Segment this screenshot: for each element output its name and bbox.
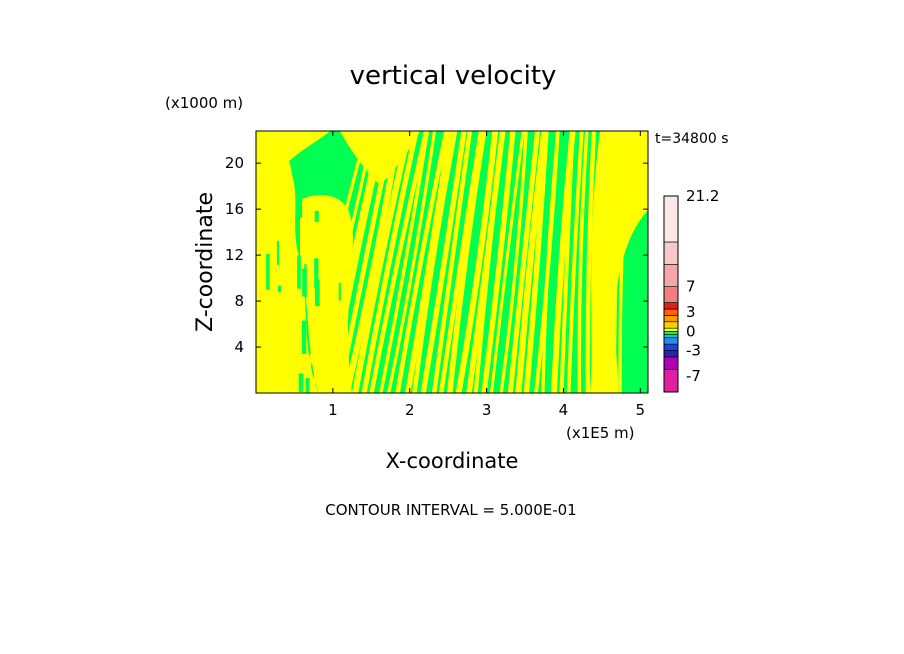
colorbar-band: [663, 334, 679, 339]
colorbar-frame: [663, 195, 679, 393]
colorbar-band: [663, 315, 679, 323]
updraft-stripe: [336, 131, 395, 393]
y-axis: 4 8 12 16 20: [225, 154, 648, 356]
updraft-stripe: [395, 131, 449, 393]
updraft-stripe: [507, 131, 541, 393]
colorbar-label: 7: [686, 278, 696, 296]
colorbar-label: 21.2: [686, 187, 719, 205]
downdraft-streak: [314, 210, 319, 222]
updraft-region: [590, 131, 648, 393]
colorbar-band: [663, 337, 679, 345]
updraft-stripe: [602, 131, 616, 393]
y-tick-label: 4: [234, 338, 244, 356]
colorbar-band: [663, 327, 679, 332]
x-unit-label: (x1E5 m): [566, 424, 635, 442]
updraft-stripe: [541, 131, 560, 393]
x-axis: 1 2 3 4 5: [328, 131, 645, 419]
updraft-stripe: [473, 131, 505, 393]
updraft-stripe: [361, 131, 419, 393]
x-tick-label: 1: [328, 401, 338, 419]
colorbar-band: [663, 308, 679, 316]
updraft-stripe: [327, 131, 387, 393]
colorbar-band: [663, 321, 679, 329]
updraft-stripe: [611, 131, 622, 393]
colorbar-band: [663, 286, 679, 303]
plot-frame: [255, 130, 649, 394]
downdraft-streak: [314, 258, 319, 288]
updraft-stripe: [566, 131, 584, 393]
updraft-stripe: [412, 131, 458, 393]
updraft-stripe: [593, 131, 605, 393]
updraft-stripe: [481, 131, 516, 393]
colorbar-band: [663, 241, 679, 265]
updraft-stripe: [301, 131, 368, 393]
downdraft-streak: [266, 253, 270, 290]
downdraft-streak: [305, 377, 310, 393]
updraft-stripe: [585, 131, 597, 393]
updraft-stripe: [618, 131, 630, 393]
updraft-stripe: [420, 131, 467, 393]
updraft-stripe: [446, 131, 487, 393]
colorbar-band: [663, 343, 679, 351]
colorbar-label: -7: [686, 367, 701, 385]
updraft-stripe: [431, 131, 473, 393]
updraft-stripe: [369, 131, 429, 393]
colorbar-band: [663, 350, 679, 358]
x-tick-label: 5: [636, 401, 646, 419]
updraft-stripe: [499, 131, 528, 393]
x-tick-label: 3: [482, 401, 492, 419]
y-tick-label: 12: [225, 246, 244, 264]
downdraft-streak: [297, 195, 303, 218]
x-tick-label: 4: [559, 401, 569, 419]
updraft-stripe: [455, 131, 499, 393]
updraft-stripe: [387, 131, 437, 393]
updraft-stripe: [405, 131, 453, 393]
velocity-field-pattern: [256, 131, 648, 393]
colorbar-band: [663, 264, 679, 287]
downdraft-streak: [314, 279, 320, 307]
y-axis-title: Z-coordinate: [193, 192, 218, 332]
colorbar-label: 3: [686, 303, 696, 321]
plot-area: [256, 131, 648, 393]
x-tick-label: 2: [405, 401, 415, 419]
downdraft-streak: [302, 268, 307, 297]
chart-title: vertical velocity: [350, 61, 557, 91]
updraft-stripe: [523, 131, 549, 393]
colorbar-band: [663, 302, 679, 310]
downdraft-streak: [298, 373, 304, 392]
updraft-stripe: [343, 131, 402, 393]
updraft-stripe: [318, 131, 382, 393]
updraft-stripe: [309, 131, 375, 393]
x-axis-title: X-coordinate: [386, 449, 519, 473]
updraft-stripe: [379, 131, 430, 393]
y-tick-label: 20: [225, 154, 244, 172]
updraft-stripe: [559, 131, 575, 393]
colorbar-band: [663, 331, 679, 335]
updraft-region: [256, 131, 330, 175]
downdraft-streak: [338, 282, 341, 301]
y-tick-label: 8: [234, 292, 244, 310]
y-unit-label: (x1000 m): [165, 94, 243, 112]
contour-interval-label: CONTOUR INTERVAL = 5.000E-01: [325, 501, 576, 519]
downdraft-streak: [278, 285, 281, 293]
colorbar-label: 0: [686, 322, 696, 340]
colorbar: 21.2 7 30 -3 -7: [663, 187, 719, 393]
colorbar-band: [663, 195, 679, 243]
colorbar-band: [663, 356, 679, 370]
downdraft-streak: [301, 320, 307, 354]
time-label: t=34800 s: [655, 131, 729, 147]
updraft-stripe: [351, 131, 412, 393]
colorbar-band: [663, 369, 679, 393]
downdraft-streak: [297, 255, 301, 289]
downdraft-streak: [276, 240, 279, 265]
updraft-stripe: [577, 131, 589, 393]
y-tick-label: 16: [225, 200, 244, 218]
colorbar-label: -3: [686, 342, 701, 360]
updraft-stripe: [490, 131, 525, 393]
